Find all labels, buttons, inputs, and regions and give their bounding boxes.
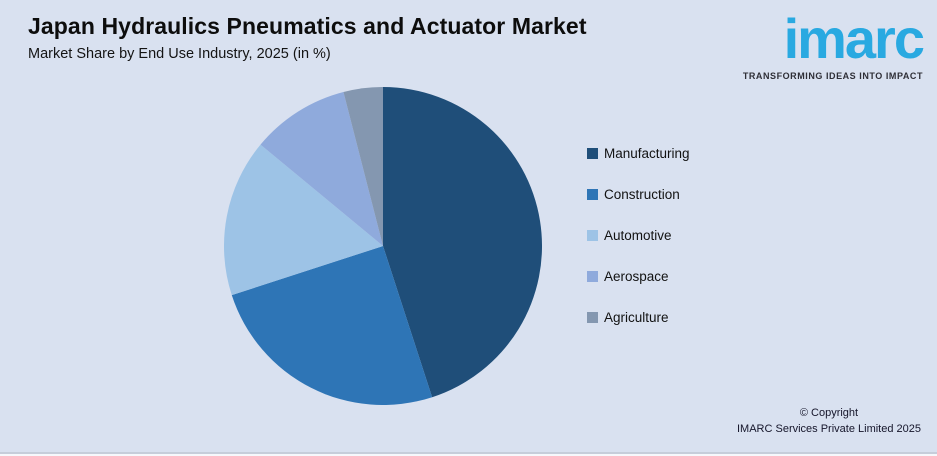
legend-item-construction: Construction: [587, 186, 690, 202]
legend-item-manufacturing: Manufacturing: [587, 145, 690, 161]
pie-slice-automotive: [224, 144, 383, 296]
legend-label: Agriculture: [604, 309, 669, 325]
copyright-line2: IMARC Services Private Limited 2025: [736, 423, 921, 435]
logo-tagline: TRANSFORMING IDEAS INTO IMPACT: [742, 71, 923, 81]
pie-slice-manufacturing: [383, 87, 542, 398]
bottom-edge: [0, 454, 937, 456]
legend-label: Automotive: [604, 227, 672, 243]
legend-swatch-icon: [587, 270, 598, 282]
legend: Manufacturing Construction Automotive Aeros…: [587, 145, 690, 325]
bottom-divider: [0, 452, 937, 454]
legend-item-agriculture: Agriculture: [587, 309, 690, 325]
logo-wordmark: imarc: [783, 7, 925, 70]
imarc-logo: imarc TRANSFORMING IDEAS INTO IMPACT: [733, 7, 925, 82]
copyright: © Copyright IMARC Services Private Limit…: [737, 405, 921, 437]
pie-slice-construction: [231, 246, 433, 405]
legend-swatch-icon: [587, 311, 598, 323]
pie-chart-area: [224, 87, 542, 405]
pie-slice-aerospace: [260, 92, 383, 246]
legend-label: Aerospace: [604, 268, 669, 284]
chart-subtitle: Market Share by End Use Industry, 2025 (…: [28, 46, 331, 62]
legend-label: Construction: [604, 186, 680, 202]
legend-item-automotive: Automotive: [587, 227, 690, 243]
chart-title: Japan Hydraulics Pneumatics and Actuator…: [28, 13, 587, 39]
legend-swatch-icon: [587, 147, 598, 159]
legend-swatch-icon: [587, 188, 598, 200]
pie-slice-agriculture: [343, 87, 383, 246]
legend-swatch-icon: [587, 229, 598, 241]
copyright-line1: © Copyright: [799, 407, 859, 419]
pie-chart: [224, 87, 542, 405]
legend-label: Manufacturing: [604, 145, 690, 161]
legend-item-aerospace: Aerospace: [587, 268, 690, 284]
